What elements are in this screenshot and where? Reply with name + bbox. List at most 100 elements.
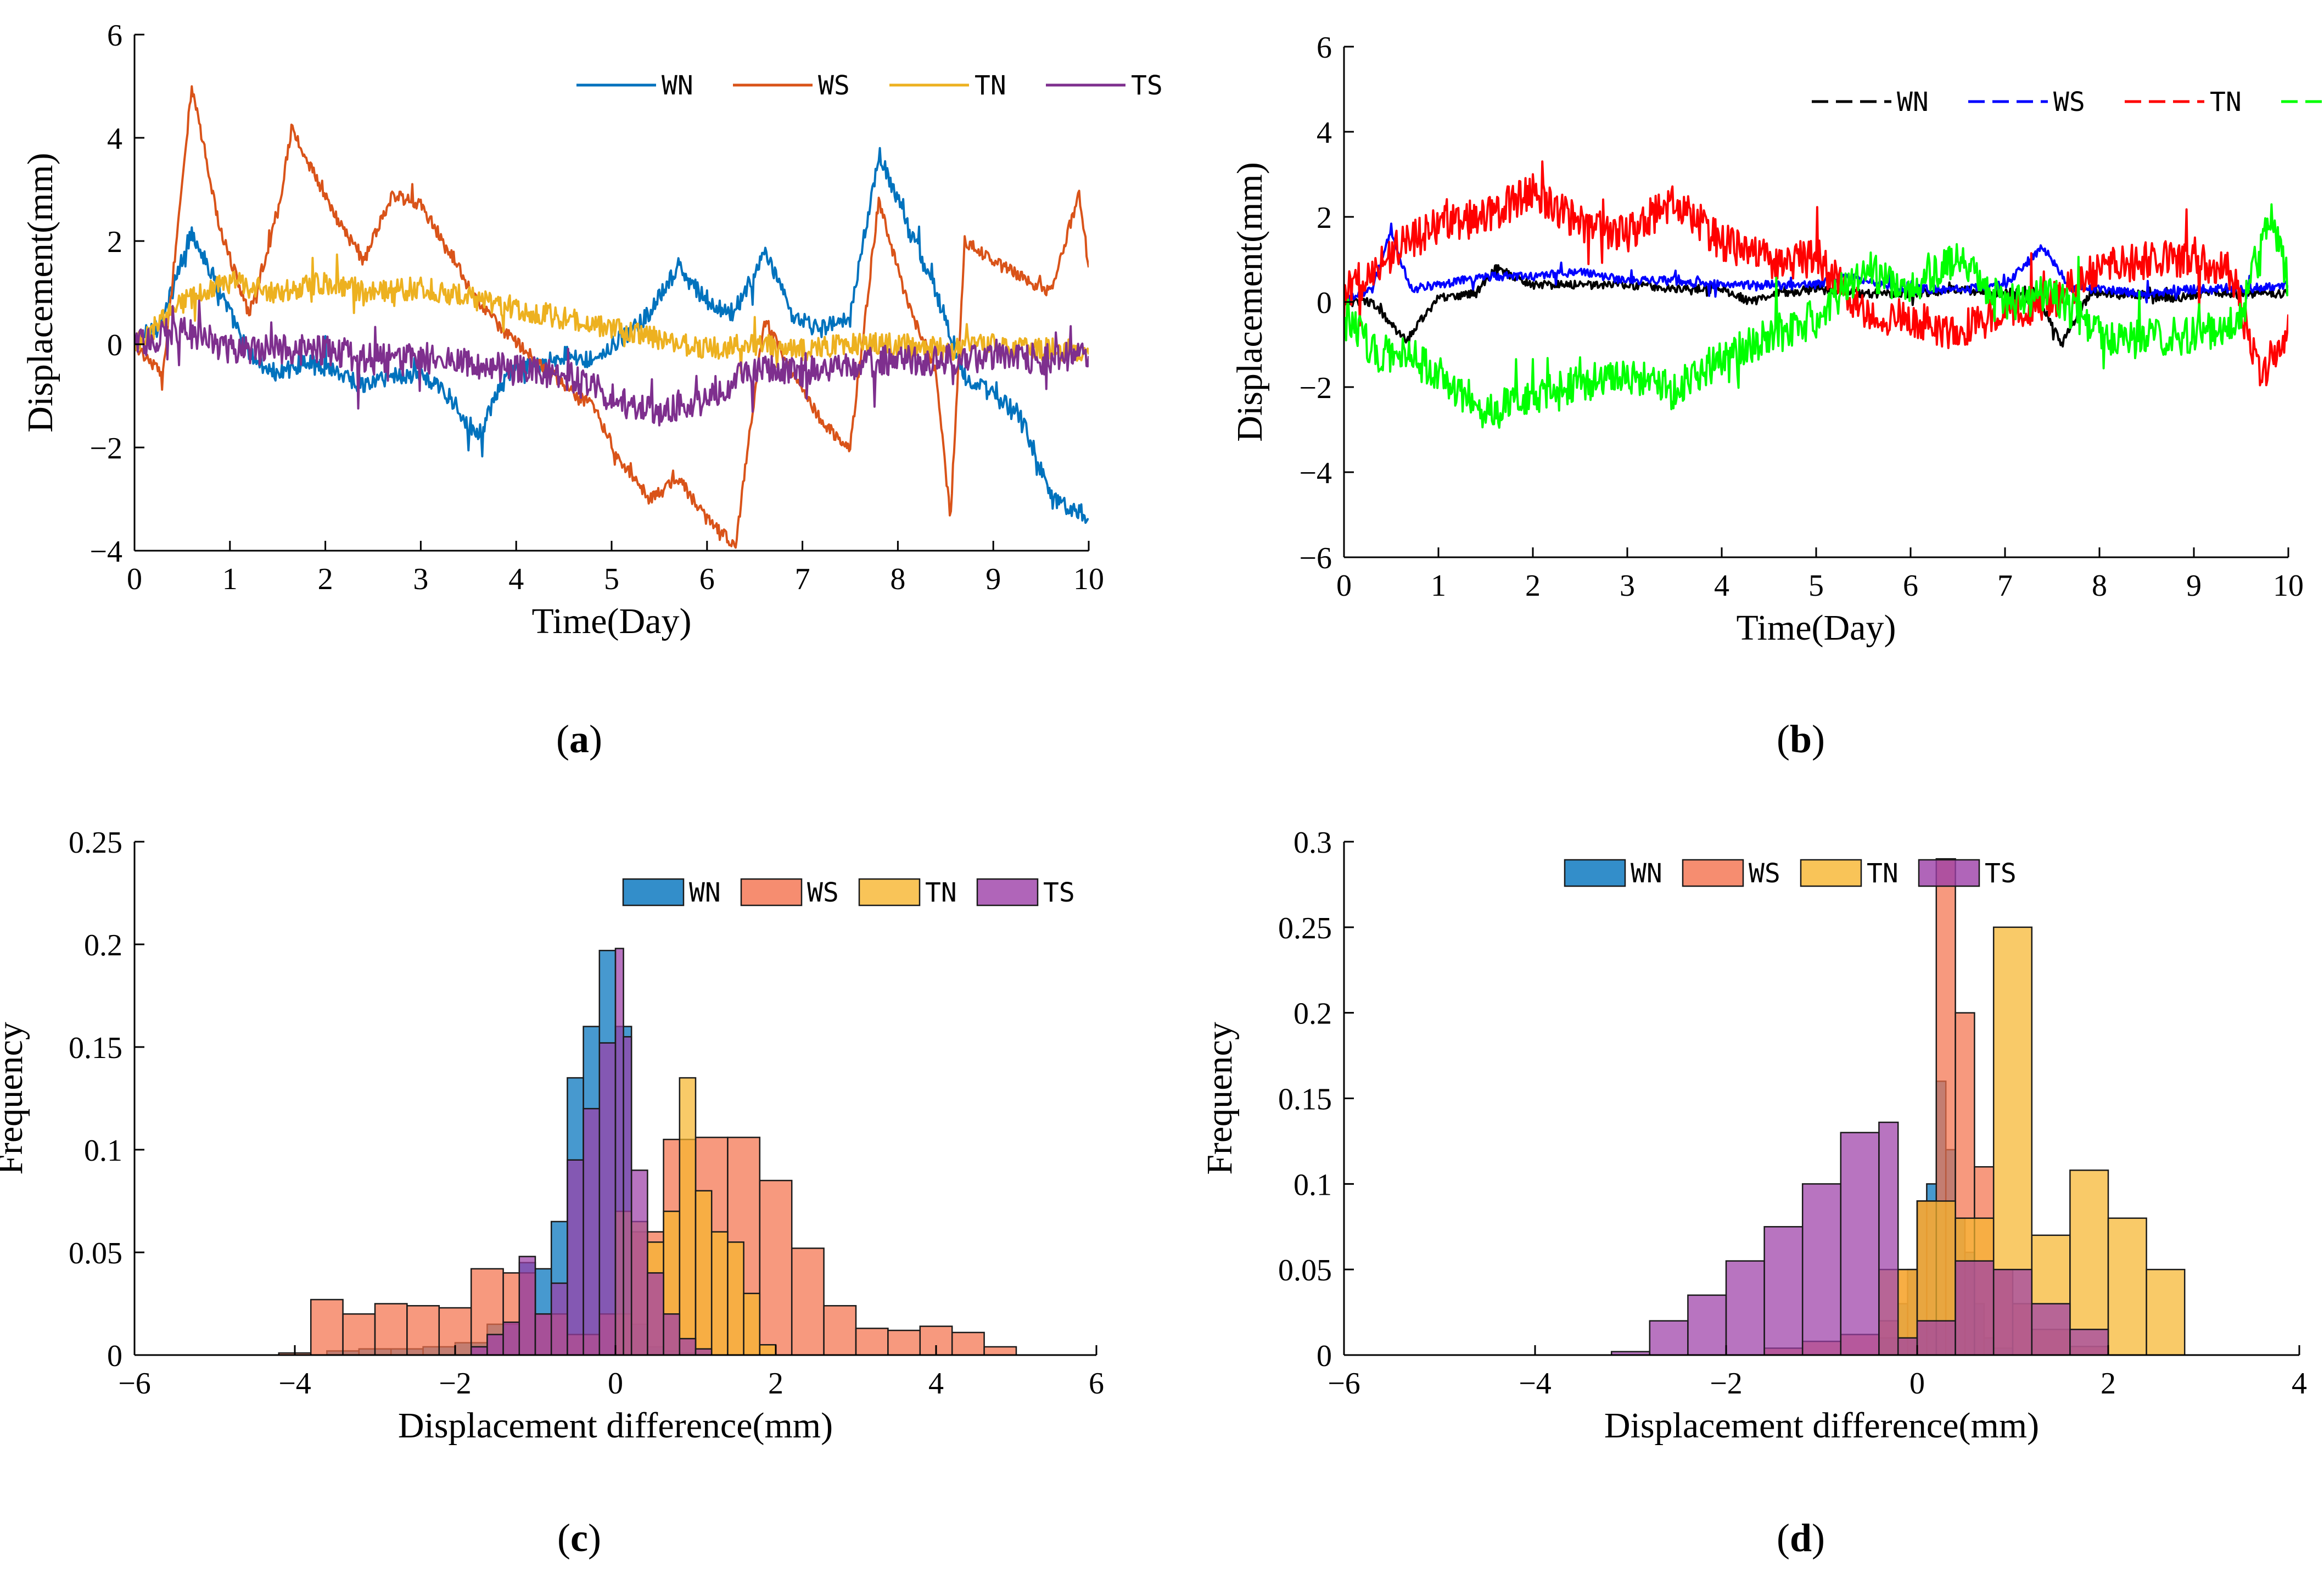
hist-bar-ts: [1649, 1320, 1689, 1355]
legend-swatch-ws: [1682, 859, 1744, 887]
legend-label-ws: WS: [818, 70, 850, 101]
x-tick-label: 6: [1089, 1367, 1104, 1401]
legend-swatch-ts: [976, 878, 1039, 906]
x-tick-label: 4: [928, 1367, 944, 1401]
x-tick-label: 4: [1714, 569, 1729, 603]
y-tick-label: 0.15: [1278, 1083, 1332, 1117]
legend-swatch-ws: [740, 878, 803, 906]
x-tick-label: 2: [2101, 1367, 2116, 1401]
hist-bar-ts: [630, 1169, 648, 1355]
hist-bar-ws: [759, 1179, 793, 1355]
legend-label-wn: WN: [689, 877, 721, 908]
y-tick-label: 0.2: [84, 928, 122, 962]
legend-label-tn: TN: [925, 877, 957, 908]
hist-bar-tn: [727, 1241, 744, 1355]
panel-a: 0 1 2 3 4 5 6 7 8 9 10−4−20246Time(Day)Displacemen…: [20, 19, 1163, 761]
y-axis-label: Frequency: [1200, 1022, 1240, 1175]
x-tick-label: 4: [508, 562, 524, 596]
y-tick-label: 0: [1317, 1339, 1332, 1373]
x-tick-label: 5: [604, 562, 619, 596]
series-line-tn: [135, 253, 1089, 374]
y-axis-label: Displacement(mm): [1230, 162, 1270, 442]
legend-label-wn: WN: [1631, 858, 1662, 889]
y-tick-label: 0: [1317, 286, 1332, 320]
y-tick-label: 0.2: [1293, 997, 1332, 1031]
y-tick-label: 0.3: [1293, 826, 1332, 860]
y-tick-label: −4: [89, 535, 122, 569]
legend-label-ws: WS: [807, 877, 839, 908]
legend-label-ws: WS: [2053, 87, 2085, 117]
x-axis-label: Time(Day): [1737, 608, 1896, 648]
hist-bar-ws: [438, 1307, 472, 1355]
x-tick-label: 3: [413, 562, 428, 596]
x-tick-label: 0: [127, 562, 142, 596]
hist-bar-ts: [598, 1042, 617, 1355]
x-tick-label: −2: [1710, 1367, 1743, 1401]
y-tick-label: −4: [1299, 456, 1332, 490]
x-tick-label: 8: [890, 562, 905, 596]
x-tick-label: 2: [768, 1367, 783, 1401]
x-tick-label: 0: [608, 1367, 623, 1401]
x-tick-label: 10: [1073, 562, 1104, 596]
x-tick-label: 1: [1431, 569, 1446, 603]
hist-bar-ts: [1687, 1294, 1727, 1355]
hist-bar-tn: [743, 1292, 761, 1355]
plot-area-c: [278, 948, 1017, 1355]
x-tick-label: 5: [1808, 569, 1824, 603]
hist-bar-ts: [583, 1107, 601, 1355]
hist-bar-tn: [679, 1077, 697, 1355]
hist-bar-ws: [406, 1305, 440, 1355]
hist-bar-ts: [1897, 1337, 1918, 1355]
legend-label-ts: TS: [1043, 877, 1075, 908]
hist-bar-ts: [2069, 1329, 2109, 1355]
y-tick-label: −2: [89, 432, 122, 466]
hist-bar-ts: [502, 1321, 520, 1355]
hist-bar-ts: [1955, 1260, 1995, 1355]
y-tick-label: 0.1: [84, 1134, 122, 1168]
hist-bar-ts: [614, 948, 624, 1355]
x-tick-label: −6: [118, 1367, 151, 1401]
hist-bar-ts: [623, 1036, 632, 1355]
hist-bar-ts: [567, 1159, 584, 1355]
legend-label-ws: WS: [1749, 858, 1780, 889]
legend-label-ts: TS: [1131, 70, 1163, 101]
hist-bar-ts: [679, 1337, 697, 1355]
y-tick-label: −6: [1299, 541, 1332, 575]
x-tick-label: 10: [2273, 569, 2304, 603]
x-tick-label: 6: [699, 562, 715, 596]
hist-bar-ts: [486, 1334, 504, 1355]
x-tick-label: 2: [1525, 569, 1541, 603]
hist-bar-tn: [2069, 1169, 2109, 1355]
legend-label-tn: TN: [2210, 87, 2242, 117]
legend-label-wn: WN: [662, 70, 693, 101]
series-line-wn: [135, 147, 1089, 524]
x-tick-label: −2: [439, 1367, 472, 1401]
y-tick-label: 0.1: [1293, 1168, 1332, 1202]
x-tick-label: 8: [2092, 569, 2107, 603]
hist-bar-ws: [855, 1328, 889, 1355]
x-axis-label: Displacement difference(mm): [1604, 1406, 2039, 1446]
hist-bar-ws: [823, 1305, 857, 1355]
series-line-ts: [135, 299, 1089, 427]
y-tick-label: 0: [107, 1339, 122, 1373]
hist-bar-ws: [983, 1346, 1017, 1355]
panel-d: −6 −4 −2 0 2 4 0 0.05 0.1 0.15 0.2 0.25 0.3 Displacem…: [1200, 826, 2307, 1560]
panel-b: 0 1 2 3 4 5 6 7 8 9 10−6−4−20246Time(Day)Displacem…: [1230, 31, 2324, 761]
panel-caption-d: (d): [1777, 1516, 1825, 1560]
hist-bar-ts: [2031, 1303, 2071, 1355]
hist-bar-tn: [695, 1190, 713, 1355]
x-tick-label: −6: [1328, 1367, 1360, 1401]
y-axis-label: Displacement(mm): [20, 153, 60, 433]
hist-bar-ws: [342, 1313, 376, 1355]
legend-swatch-tn: [858, 878, 921, 906]
y-tick-label: 4: [107, 122, 122, 156]
y-tick-label: 0.25: [1278, 911, 1332, 945]
x-tick-label: 7: [795, 562, 810, 596]
hist-bar-tn: [759, 1344, 777, 1355]
y-tick-label: −2: [1299, 371, 1332, 405]
hist-bar-ws: [791, 1247, 825, 1355]
panel-caption-c: (c): [557, 1516, 601, 1560]
legend-a: WN WS TN TS: [576, 70, 1163, 101]
legend-label-wn: WN: [1897, 87, 1929, 117]
